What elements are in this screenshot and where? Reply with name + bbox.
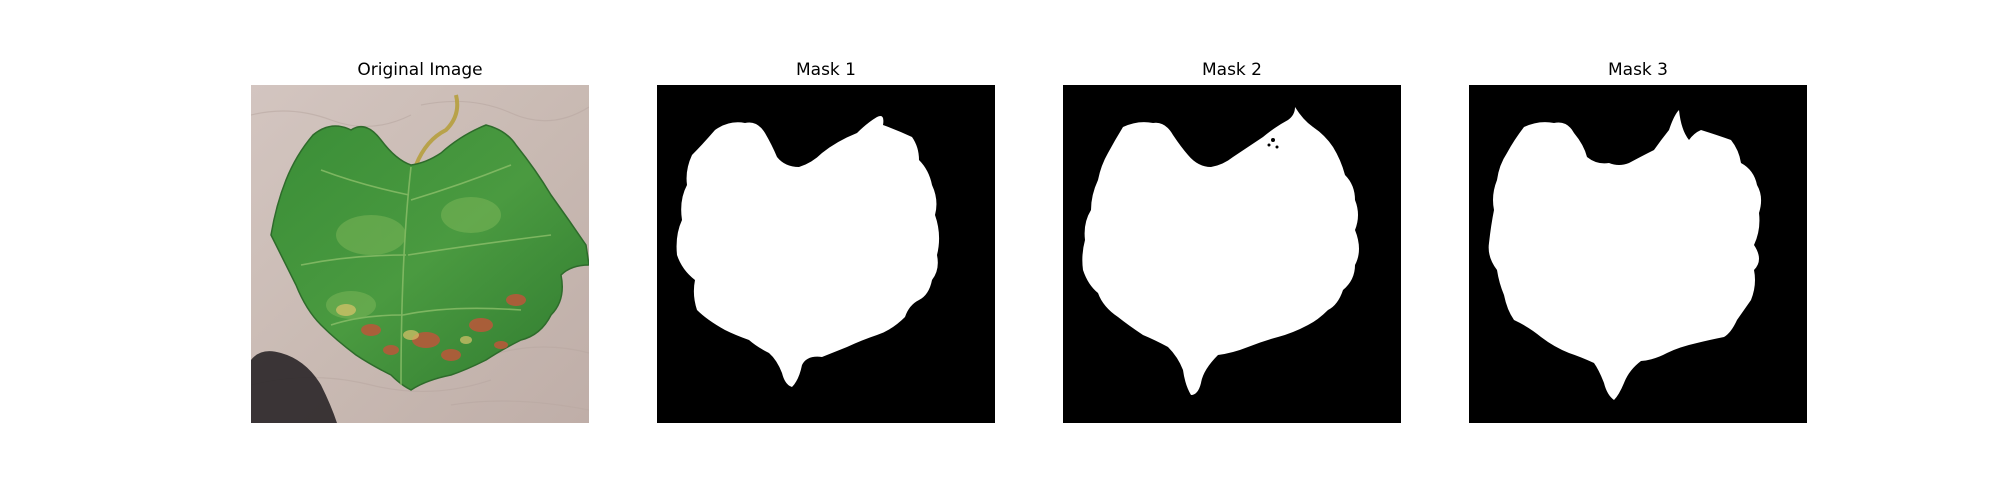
leaf-stem bbox=[414, 94, 460, 166]
mask-holes bbox=[1267, 138, 1279, 149]
mask-foreground bbox=[1082, 107, 1359, 395]
leaf-yellowing bbox=[336, 304, 472, 344]
leaf-photo bbox=[251, 85, 589, 423]
mask-1-image bbox=[657, 85, 995, 423]
panel-title: Mask 2 bbox=[1201, 60, 1262, 80]
shadow bbox=[251, 351, 337, 423]
panel-title: Mask 3 bbox=[1607, 60, 1668, 80]
mask-2-image bbox=[1063, 85, 1401, 423]
mask-3-image bbox=[1469, 85, 1807, 423]
panel-title: Mask 1 bbox=[795, 60, 856, 80]
panel-title: Original Image bbox=[357, 60, 483, 80]
leaf-lesions bbox=[361, 294, 526, 361]
leaf-veins bbox=[300, 164, 552, 386]
mask-foreground bbox=[676, 116, 940, 387]
mask-foreground bbox=[1488, 110, 1762, 400]
leaf-body bbox=[270, 124, 589, 391]
